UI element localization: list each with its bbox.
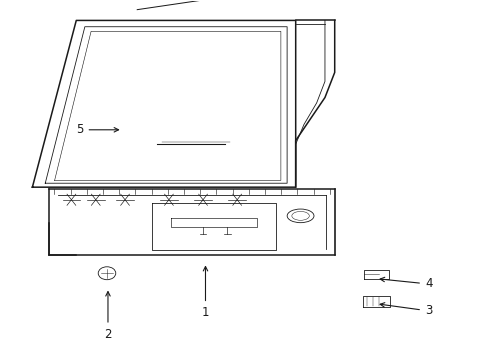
Text: 5: 5 xyxy=(76,123,118,136)
Text: 1: 1 xyxy=(202,266,209,319)
Text: 3: 3 xyxy=(379,303,431,318)
Text: 2: 2 xyxy=(104,292,111,341)
Text: 4: 4 xyxy=(379,277,431,291)
